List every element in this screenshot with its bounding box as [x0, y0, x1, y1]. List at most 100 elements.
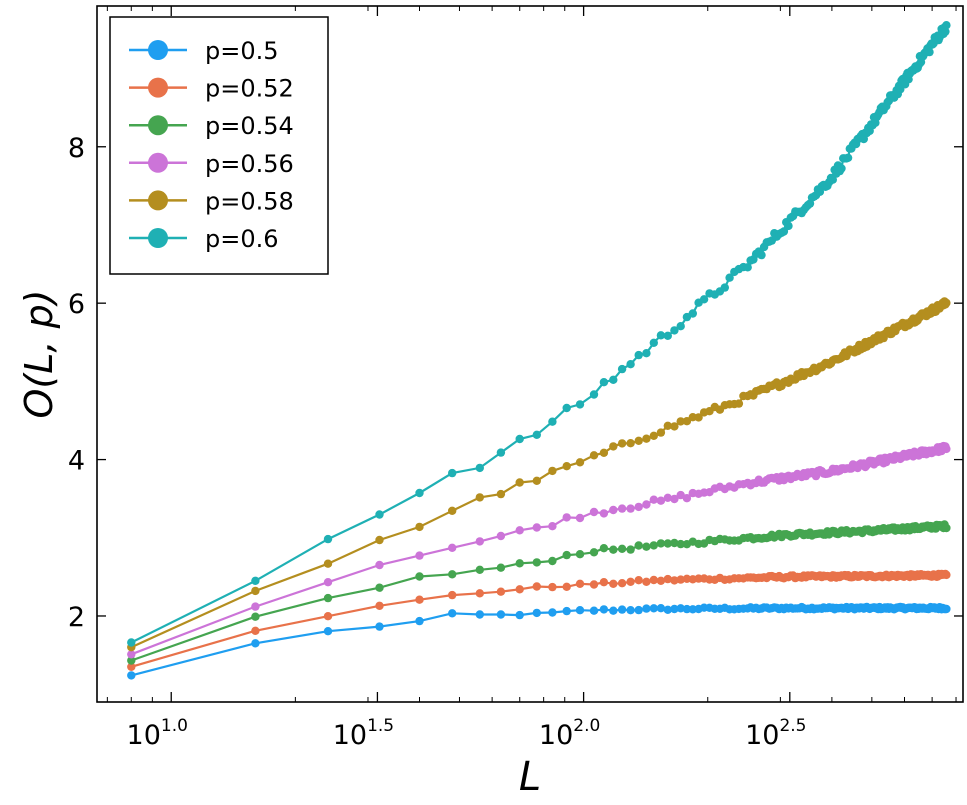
data-point	[127, 638, 136, 647]
data-point	[589, 606, 599, 615]
series-p=0.56	[127, 441, 951, 659]
y-tick-label: 8	[68, 133, 85, 164]
data-point	[828, 175, 837, 184]
data-point	[589, 390, 599, 399]
x-tick-base: 10	[333, 720, 367, 751]
data-point	[642, 500, 651, 509]
legend-label: p=0.54	[205, 112, 294, 140]
data-point	[617, 364, 627, 374]
data-point	[843, 153, 853, 162]
data-point	[323, 534, 333, 544]
data-point	[323, 627, 333, 636]
data-point	[532, 430, 541, 439]
data-point	[649, 541, 658, 550]
data-point	[609, 606, 618, 615]
data-point	[670, 422, 679, 431]
data-point	[617, 579, 627, 588]
data-point	[515, 610, 524, 620]
data-point	[676, 575, 685, 584]
data-point	[694, 413, 703, 422]
data-point	[415, 488, 424, 498]
data-point	[626, 545, 635, 554]
data-point	[784, 221, 793, 231]
data-point	[609, 579, 618, 588]
data-point	[682, 604, 692, 614]
data-point	[496, 610, 506, 619]
data-point	[617, 605, 627, 614]
data-point	[575, 579, 585, 588]
data-point	[515, 585, 524, 594]
x-tick-label: 102.5	[745, 716, 806, 751]
data-point	[599, 378, 609, 387]
data-point	[448, 609, 457, 618]
data-point	[562, 550, 571, 560]
data-point	[496, 489, 506, 499]
data-point	[663, 574, 672, 584]
data-point	[475, 493, 484, 502]
data-point	[942, 444, 951, 454]
data-point	[757, 250, 766, 260]
data-point	[725, 273, 734, 282]
legend-label: p=0.5	[205, 37, 279, 65]
y-axis-label: O(L, p)	[17, 289, 61, 418]
data-point	[609, 375, 618, 384]
data-point	[656, 576, 666, 585]
legend-marker	[148, 40, 168, 60]
data-point	[942, 570, 951, 580]
data-point	[779, 227, 789, 236]
data-point	[649, 495, 658, 504]
data-point	[562, 582, 571, 591]
data-point	[575, 513, 585, 523]
data-point	[375, 583, 384, 592]
data-point	[670, 576, 679, 585]
data-point	[670, 604, 679, 614]
x-tick-base: 10	[539, 720, 573, 751]
x-tick-exponent: 2.0	[573, 716, 600, 736]
data-point	[127, 671, 136, 680]
data-point	[589, 548, 599, 557]
data-point	[676, 539, 685, 549]
data-point	[415, 551, 424, 560]
data-point	[251, 602, 260, 611]
data-point	[642, 349, 651, 358]
data-point	[642, 434, 651, 443]
data-point	[670, 538, 679, 548]
x-tick-exponent: 2.5	[779, 716, 806, 736]
data-point	[375, 601, 384, 610]
data-point	[942, 21, 951, 30]
data-point	[548, 466, 557, 476]
data-point	[743, 263, 752, 272]
y-tick-label: 6	[68, 289, 85, 320]
data-point	[676, 490, 685, 500]
data-point	[562, 513, 571, 522]
data-point	[475, 565, 484, 574]
data-point	[575, 550, 585, 559]
data-point	[941, 27, 950, 36]
data-point	[448, 590, 457, 600]
data-point	[626, 360, 635, 369]
data-point	[575, 400, 585, 409]
data-point	[642, 577, 651, 586]
series-p=0.5	[127, 602, 951, 680]
data-point	[323, 612, 333, 621]
data-point	[515, 434, 524, 444]
data-point	[642, 542, 651, 551]
data-point	[251, 639, 260, 648]
data-point	[448, 506, 457, 515]
data-point	[663, 539, 672, 548]
data-point	[634, 350, 643, 360]
data-point	[688, 309, 697, 318]
data-point	[682, 417, 692, 426]
series-p=0.58	[127, 297, 951, 652]
data-point	[548, 556, 557, 566]
data-point	[634, 436, 643, 445]
data-point	[642, 604, 651, 613]
data-point	[475, 589, 484, 598]
data-point	[617, 439, 627, 448]
x-tick-label: 101.5	[333, 716, 394, 751]
data-point	[448, 543, 457, 552]
data-point	[617, 544, 627, 553]
data-point	[589, 507, 599, 517]
data-point	[375, 560, 384, 570]
